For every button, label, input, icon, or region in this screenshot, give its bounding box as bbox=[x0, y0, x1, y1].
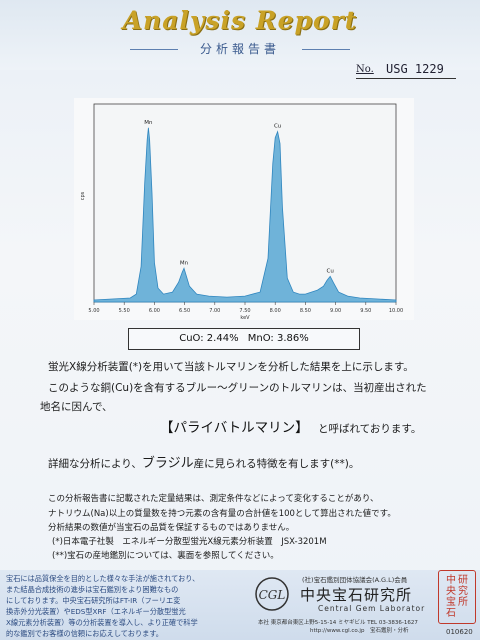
report-subtitle: 分析報告書 bbox=[199, 42, 280, 56]
composition-result-box: CuO: 2.44% MnO: 3.86% bbox=[128, 328, 360, 350]
footer-note-5: X線元素分析装置）等の分析装置を導入し、より正確で科学 bbox=[6, 618, 198, 627]
spectrum-chart: 5.00 5.50 6.00 6.50 7.00 7.50 8.00 8.50 9.00 9.50… bbox=[74, 98, 414, 320]
subtitle-rule-right bbox=[302, 49, 350, 50]
x-tick-label: 7.00 bbox=[209, 308, 220, 314]
body-line-5b: 産に見られる特徴を有します(**)。 bbox=[193, 458, 360, 470]
header-band bbox=[0, 0, 480, 70]
seal-text: 中央宝石研究所 bbox=[439, 575, 475, 619]
body-line-4: と呼ばれております。 bbox=[318, 423, 422, 435]
x-tick-label: 6.00 bbox=[149, 308, 160, 314]
footer-note-1: 宝石には品質保全を目的とした様々な手法が施されており、 bbox=[6, 574, 200, 583]
x-axis-label: keV bbox=[240, 315, 250, 320]
peak-label: Mn bbox=[180, 260, 189, 266]
lab-address: 本社 東京都台東区上野5-15-14 ミヤギビル TEL 03-3836-162… bbox=[258, 620, 418, 626]
report-number: No. USG 1229 bbox=[356, 62, 456, 79]
note-1: この分析報告書に記載された定量結果は、測定条件などによって変化することがあり、 bbox=[48, 494, 379, 504]
report-number-label: No. bbox=[356, 64, 374, 75]
x-tick-label: 10.00 bbox=[389, 308, 403, 314]
spectrum-svg: 5.00 5.50 6.00 6.50 7.00 7.50 8.00 8.50 9.00 9.50… bbox=[80, 103, 403, 320]
seal-column: 研究所 bbox=[458, 575, 468, 608]
red-seal-stamp: 中央宝石研究所 bbox=[438, 570, 476, 624]
footer-note-3: にしております。中央宝石研究所はFT-IR（フーリエ変 bbox=[6, 596, 181, 605]
x-tick-label: 9.00 bbox=[330, 308, 341, 314]
cuo-value: CuO: 2.44% bbox=[179, 333, 239, 344]
body-line-5: 詳細な分析により、ブラジル産に見られる特徴を有します(**)。 bbox=[48, 452, 359, 471]
lab-website: http://www.cgl.co.jp 宝石鑑別・分析 bbox=[310, 628, 409, 634]
y-axis-label: cps bbox=[80, 191, 86, 200]
association-membership: (社)宝石鑑別団体協議会(A.G.L)会員 bbox=[302, 576, 408, 584]
x-tick-label: 8.00 bbox=[270, 308, 281, 314]
mno-value: MnO: 3.86% bbox=[247, 333, 309, 344]
x-tick-label: 6.50 bbox=[179, 308, 190, 314]
plot-frame bbox=[93, 103, 397, 303]
peak-label: Cu bbox=[274, 124, 281, 130]
report-number-value: USG 1229 bbox=[386, 62, 444, 76]
seal-column: 中央宝石 bbox=[446, 575, 456, 619]
peak-label: Cu bbox=[326, 268, 333, 274]
svg-text:CGL: CGL bbox=[259, 588, 286, 602]
footer-note-4: 換赤外分光装置）やEDS型XRF（エネルギー分散型蛍光 bbox=[6, 607, 186, 616]
body-line-3: 地名に因んで、 bbox=[40, 401, 113, 413]
body-line-2: このような銅(Cu)を含有するブルー～グリーンのトルマリンは、当初産出された bbox=[48, 382, 427, 394]
x-tick-label: 5.50 bbox=[119, 308, 130, 314]
report-title: Analysis Report bbox=[122, 6, 358, 35]
note-3: 分析結果の数値が当宝石の品質を保証するものではありません。 bbox=[48, 523, 295, 533]
lab-name-english: Central Gem Laborator bbox=[318, 604, 426, 613]
body-line-1: 蛍光X線分析装置(*)を用いて当該トルマリンを分析した結果を上に示します。 bbox=[48, 361, 414, 373]
footer-note-2: また結晶合成技術の進歩は宝石鑑別をより困難なもの bbox=[6, 585, 179, 594]
body-line-5a: 詳細な分析により、 bbox=[48, 458, 142, 470]
origin-country: ブラジル bbox=[141, 456, 194, 471]
note-4: (*)日本電子社製 エネルギー分散型蛍光X線元素分析装置 JSX-3201M bbox=[52, 537, 327, 547]
x-tick-label: 9.50 bbox=[360, 308, 371, 314]
cgl-logo-icon: CGL bbox=[255, 577, 289, 611]
lab-name: 中央宝石研究所 bbox=[300, 586, 413, 604]
x-tick-label: 8.50 bbox=[300, 308, 311, 314]
x-tick-label: 5.00 bbox=[88, 308, 99, 314]
peak-label: Mn bbox=[144, 120, 153, 126]
footer-band bbox=[0, 570, 480, 640]
x-tick-label: 7.50 bbox=[239, 308, 250, 314]
serial-number: 010620 bbox=[446, 628, 473, 636]
note-5: (**)宝石の産地鑑別については、裏面を参照してください。 bbox=[52, 551, 279, 561]
subtitle-rule-left bbox=[130, 49, 178, 50]
spectrum-series-area bbox=[93, 127, 397, 303]
note-2: ナトリウム(Na)以上の質量数を持つ元素の含有量の合計値を100として算出された… bbox=[48, 509, 396, 519]
subtitle-row: 分析報告書 bbox=[130, 40, 350, 58]
footer-note-6: 的な鑑別でお客様の信頼にお応えしております。 bbox=[6, 629, 163, 638]
gem-name: 【パライバトルマリン】 bbox=[160, 420, 309, 436]
